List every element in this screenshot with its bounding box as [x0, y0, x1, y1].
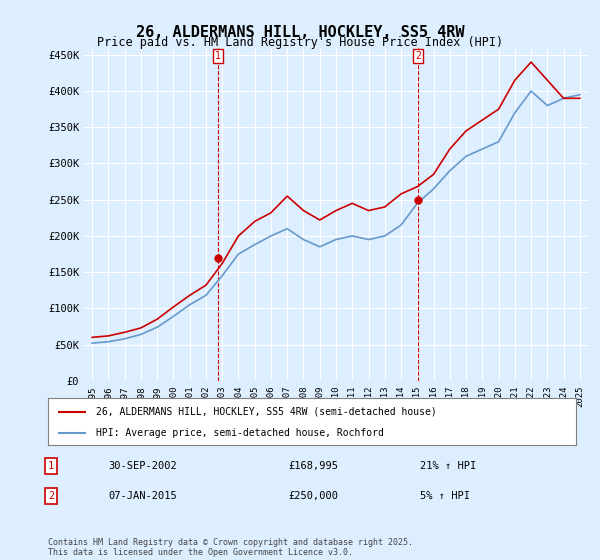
Text: 26, ALDERMANS HILL, HOCKLEY, SS5 4RW (semi-detached house): 26, ALDERMANS HILL, HOCKLEY, SS5 4RW (se… [95, 407, 436, 417]
Text: 1: 1 [215, 51, 221, 61]
Text: 30-SEP-2002: 30-SEP-2002 [108, 461, 177, 471]
Text: 5% ↑ HPI: 5% ↑ HPI [420, 491, 470, 501]
Text: HPI: Average price, semi-detached house, Rochford: HPI: Average price, semi-detached house,… [95, 428, 383, 438]
Text: Contains HM Land Registry data © Crown copyright and database right 2025.
This d: Contains HM Land Registry data © Crown c… [48, 538, 413, 557]
Text: 1: 1 [48, 461, 54, 471]
Text: £168,995: £168,995 [288, 461, 338, 471]
Text: Price paid vs. HM Land Registry's House Price Index (HPI): Price paid vs. HM Land Registry's House … [97, 36, 503, 49]
Text: 26, ALDERMANS HILL, HOCKLEY, SS5 4RW: 26, ALDERMANS HILL, HOCKLEY, SS5 4RW [136, 25, 464, 40]
Text: 2: 2 [48, 491, 54, 501]
Text: 21% ↑ HPI: 21% ↑ HPI [420, 461, 476, 471]
Text: 07-JAN-2015: 07-JAN-2015 [108, 491, 177, 501]
Text: £250,000: £250,000 [288, 491, 338, 501]
Text: 2: 2 [415, 51, 421, 61]
